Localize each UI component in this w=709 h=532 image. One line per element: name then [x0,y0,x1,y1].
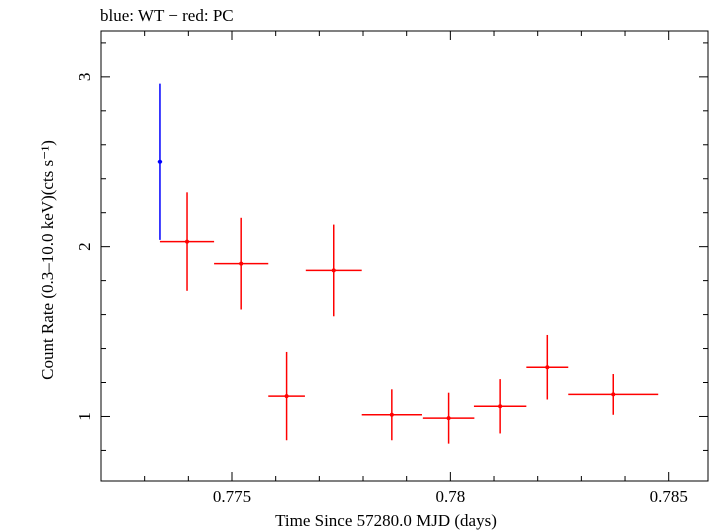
data-point [446,416,451,421]
data-series [157,83,659,444]
y-tick-label: 1 [75,412,94,421]
data-point [284,394,289,399]
data-point [611,392,616,397]
x-tick-label: 0.775 [213,487,251,506]
plot-frame [100,30,709,482]
data-point [389,412,394,417]
x-axis-label: Time Since 57280.0 MJD (days) [275,511,497,530]
x-tick-label: 0.785 [650,487,688,506]
data-point [157,159,162,164]
y-tick-label: 2 [75,242,94,251]
y-axis-ticks: 1 2 3 [75,42,708,451]
data-point [331,268,336,273]
y-axis-label: Count Rate (0.3–10.0 keV)(cts s⁻¹) [38,140,57,380]
data-point [239,261,244,266]
data-point [545,365,550,370]
x-axis-ticks: 0.775 0.78 0.785 [100,31,688,506]
series-pc [159,192,659,444]
y-tick-label: 3 [75,73,94,82]
chart-title: blue: WT − red: PC [100,6,234,25]
data-point [498,404,503,409]
data-point [185,239,190,244]
series-wt [157,83,163,240]
x-tick-label: 0.78 [435,487,465,506]
